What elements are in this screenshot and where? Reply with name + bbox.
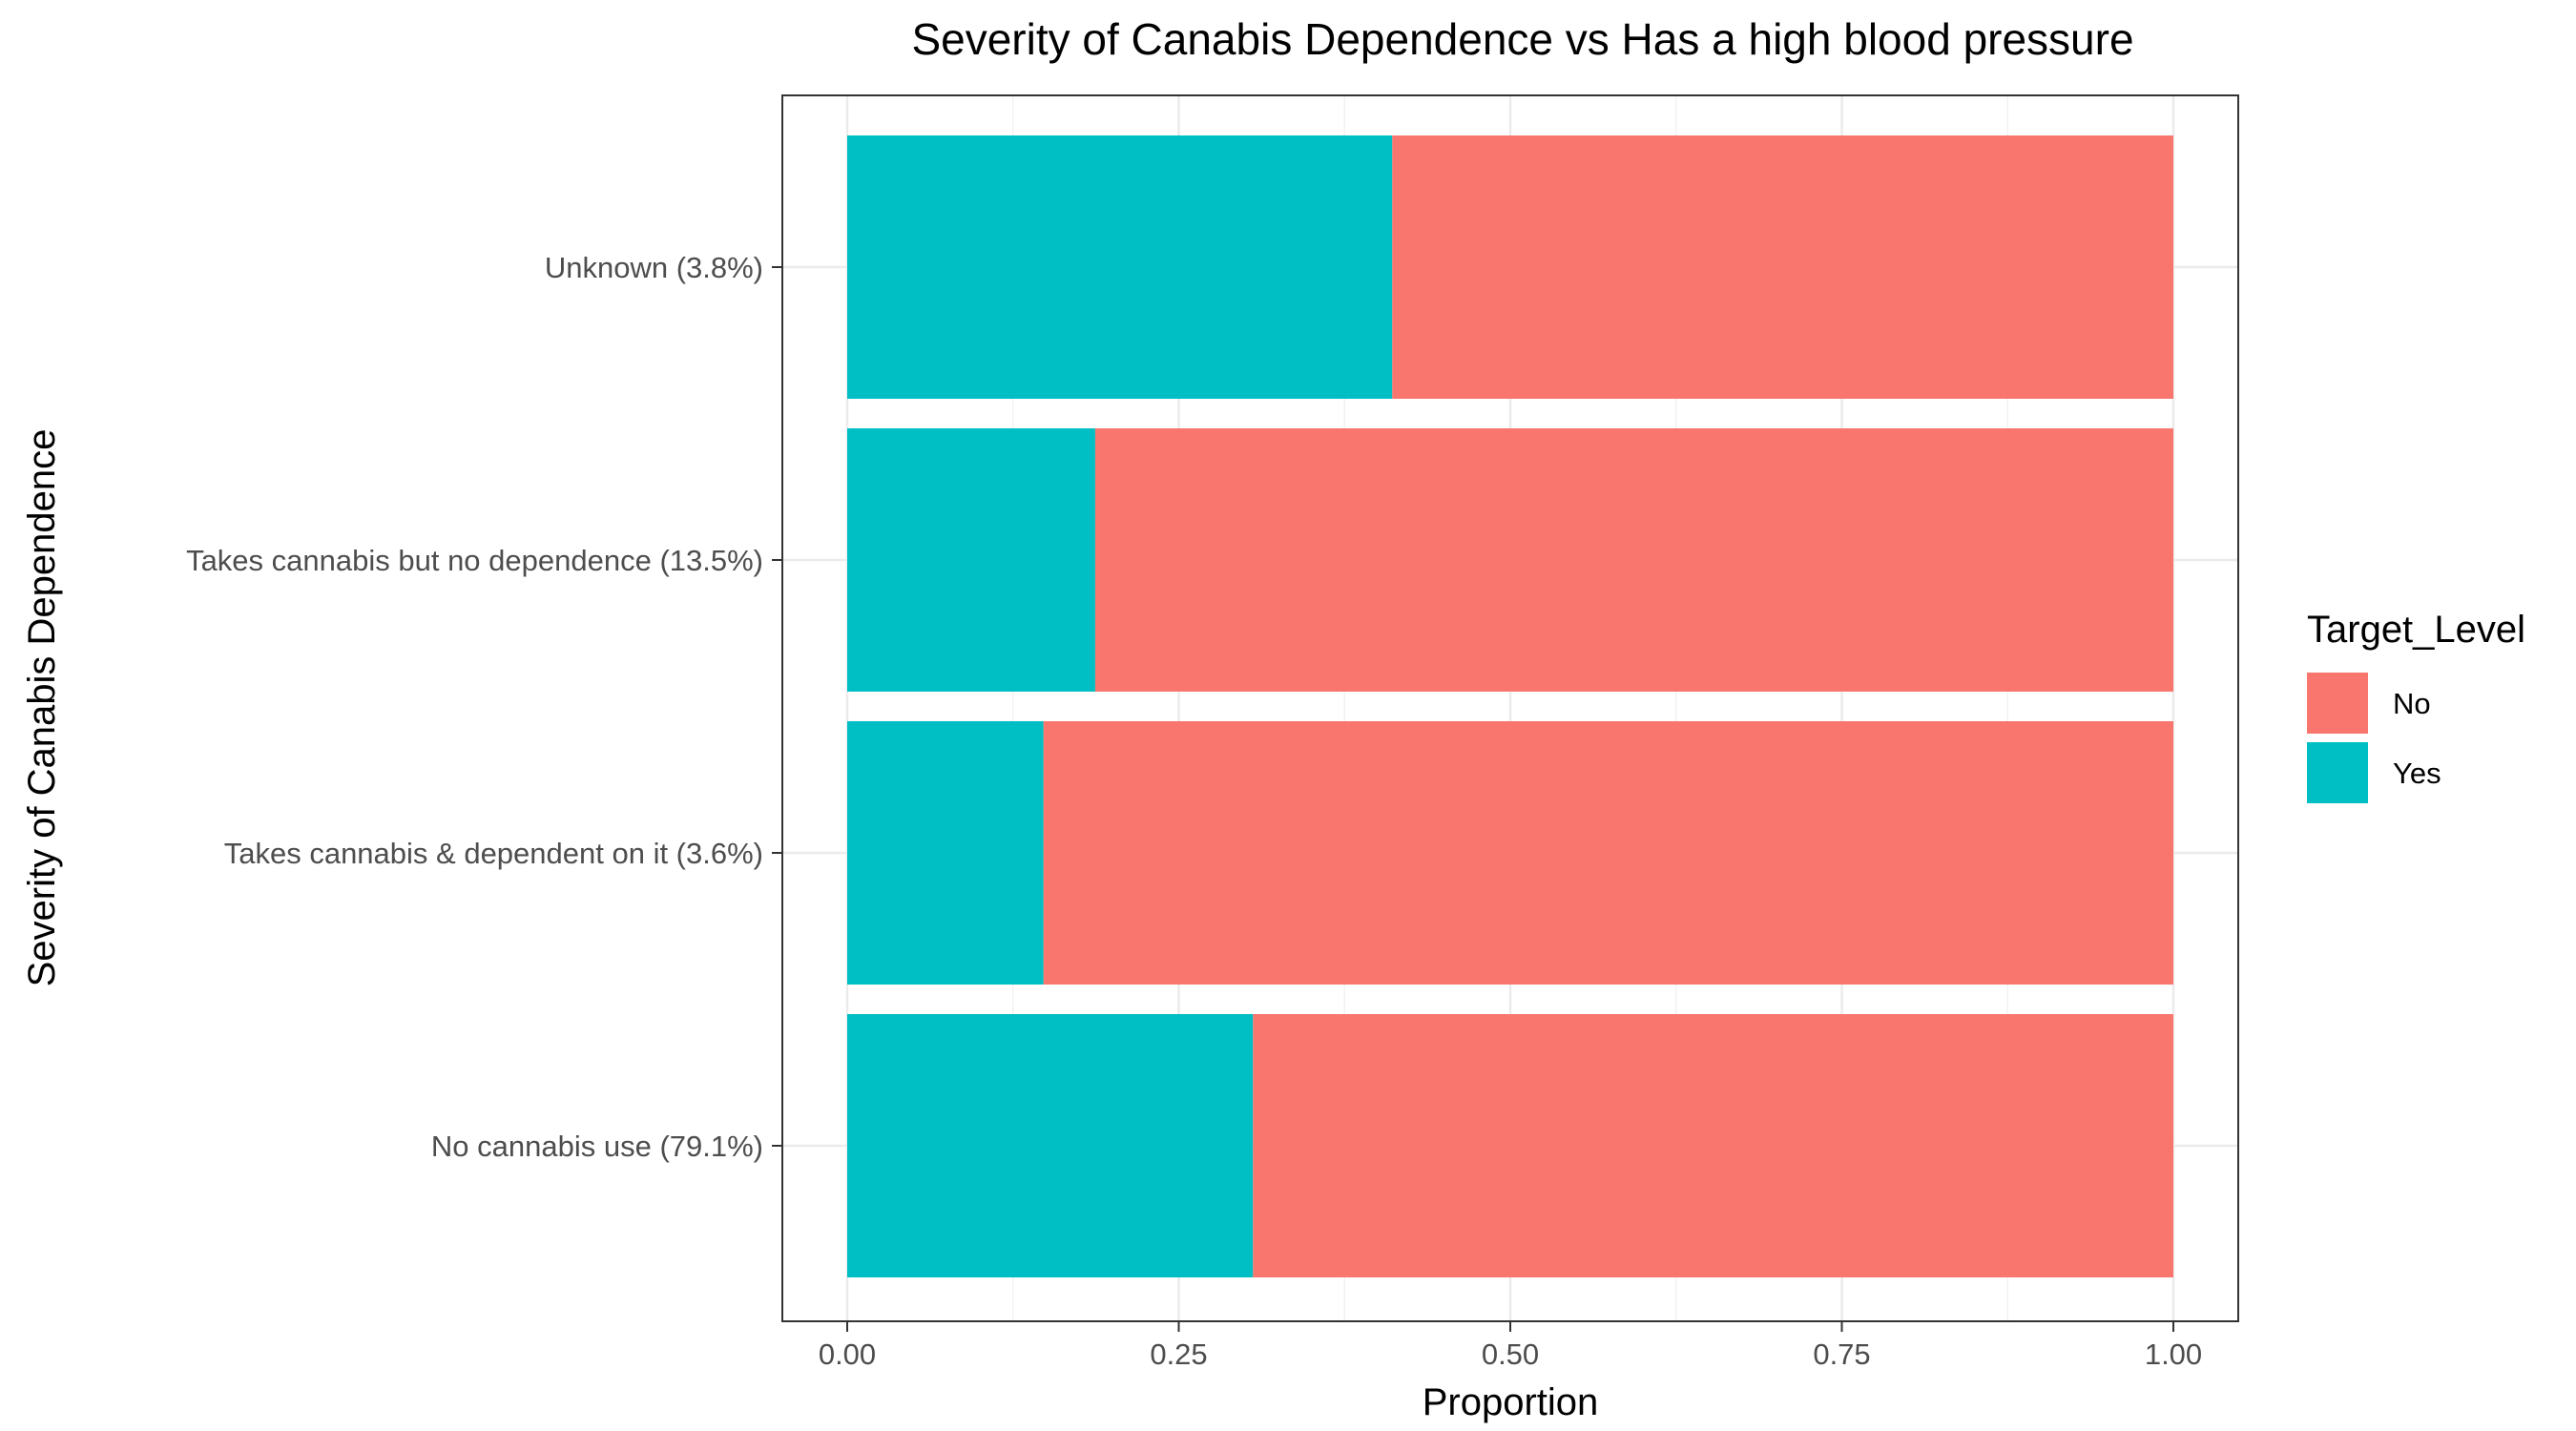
y-axis-title: Severity of Canabis Dependence [21,429,63,987]
x-tick-label: 0.00 [819,1338,876,1371]
x-tick-label: 1.00 [2145,1338,2202,1371]
legend-key-no [2307,673,2368,734]
legend: Target_Level No Yes [2307,609,2525,803]
x-axis-title: Proportion [1423,1381,1599,1423]
bar-no-3 [1094,428,2173,692]
y-tick-label: Takes cannabis but no dependence (13.5%) [186,544,763,577]
legend-key-yes [2307,742,2368,803]
legend-label: Yes [2393,757,2441,790]
y-tick-label: Takes cannabis & dependent on it (3.6%) [224,837,763,870]
bar-no-1 [1253,1014,2173,1277]
y-tick-label: Unknown (3.8%) [545,251,763,284]
bars [847,135,2173,1277]
bar-no-2 [1043,721,2173,985]
y-tick-label: No cannabis use (79.1%) [431,1130,763,1163]
legend-title: Target_Level [2307,609,2525,651]
bar-yes-2 [847,721,1044,985]
x-tick-label: 0.50 [1482,1338,1539,1371]
bar-yes-4 [847,135,1393,399]
axes: 0.00 0.25 0.50 0.75 1.00 No cannabis use (79.… [186,251,2202,1371]
x-tick-label: 0.25 [1150,1338,1207,1371]
chart-title: Severity of Canabis Dependence vs Has a … [911,14,2133,64]
bar-yes-1 [847,1014,1254,1277]
x-tick-label: 0.75 [1813,1338,1870,1371]
legend-label: No [2393,687,2431,720]
bar-no-4 [1392,135,2173,399]
bar-yes-3 [847,428,1095,692]
